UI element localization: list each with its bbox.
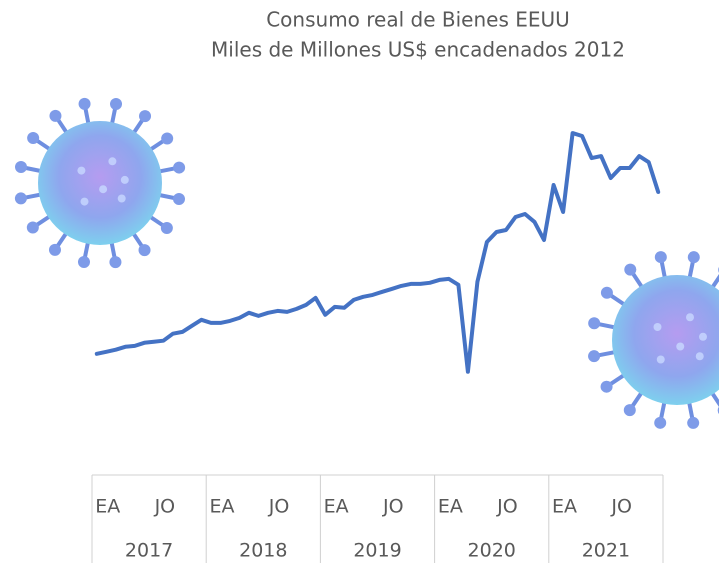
virus-dot [108, 157, 116, 165]
virus-dot [657, 356, 665, 364]
virus-spike-tip [588, 350, 600, 362]
virus-body [38, 121, 162, 245]
virus-spike-tip [139, 244, 151, 256]
x-group-label: 2021 [582, 540, 630, 562]
x-tick-label: JO [382, 496, 404, 518]
chart-title: Consumo real de Bienes EEUU [266, 8, 570, 32]
virus-spike-tip [27, 222, 39, 234]
virus-spike-tip [688, 251, 700, 263]
virus-spike-tip [79, 98, 91, 110]
x-group-label: 2018 [239, 540, 287, 562]
virus-dot [121, 176, 129, 184]
x-tick-label: JO [268, 496, 290, 518]
virus-dot [77, 167, 85, 175]
virus-illustration [15, 98, 185, 268]
virus-spike-tip [49, 110, 61, 122]
x-tick-label: JO [610, 496, 632, 518]
virus-spike-tip [139, 110, 151, 122]
virus-dot [699, 333, 707, 341]
x-tick-label: EA [324, 496, 349, 518]
x-group-label: 2020 [468, 540, 516, 562]
x-tick-label: EA [438, 496, 463, 518]
virus-dot [99, 185, 107, 193]
x-tick-label: EA [95, 496, 120, 518]
virus-spike-tip [601, 287, 613, 299]
virus-spike-tip [27, 132, 39, 144]
virus-spike-tip [654, 417, 666, 429]
x-group-label: 2017 [125, 540, 173, 562]
virus-spike-tip [687, 417, 699, 429]
x-tick-label: EA [209, 496, 234, 518]
virus-spike-tip [15, 161, 27, 173]
virus-dot [81, 198, 89, 206]
virus-spike-tip [588, 317, 600, 329]
x-tick-label: JO [496, 496, 518, 518]
chart-subtitle: Miles de Millones US$ encadenados 2012 [211, 38, 625, 62]
virus-spike-tip [109, 256, 121, 268]
chart: Consumo real de Bienes EEUU Miles de Mil… [0, 0, 719, 563]
virus-spike-tip [173, 193, 185, 205]
virus-dot [696, 352, 704, 360]
virus-spike-tip [161, 222, 173, 234]
virus-spike-tip [655, 251, 667, 263]
virus-dot [654, 323, 662, 331]
virus-spike-tip [624, 404, 636, 416]
virus-dot [676, 343, 684, 351]
virus-dot [686, 313, 694, 321]
virus-spike-tip [49, 244, 61, 256]
virus-spike-tip [601, 381, 613, 393]
virus-dot [118, 195, 126, 203]
x-tick-label: JO [154, 496, 176, 518]
x-tick-label: EA [552, 496, 577, 518]
virus-spike-tip [173, 162, 185, 174]
x-group-label: 2019 [353, 540, 401, 562]
virus-spike-tip [110, 98, 122, 110]
virus-illustration [588, 251, 719, 429]
virus-spike-tip [15, 192, 27, 204]
virus-spike-tip [78, 256, 90, 268]
virus-spike-tip [624, 264, 636, 276]
virus-spike-tip [161, 132, 173, 144]
